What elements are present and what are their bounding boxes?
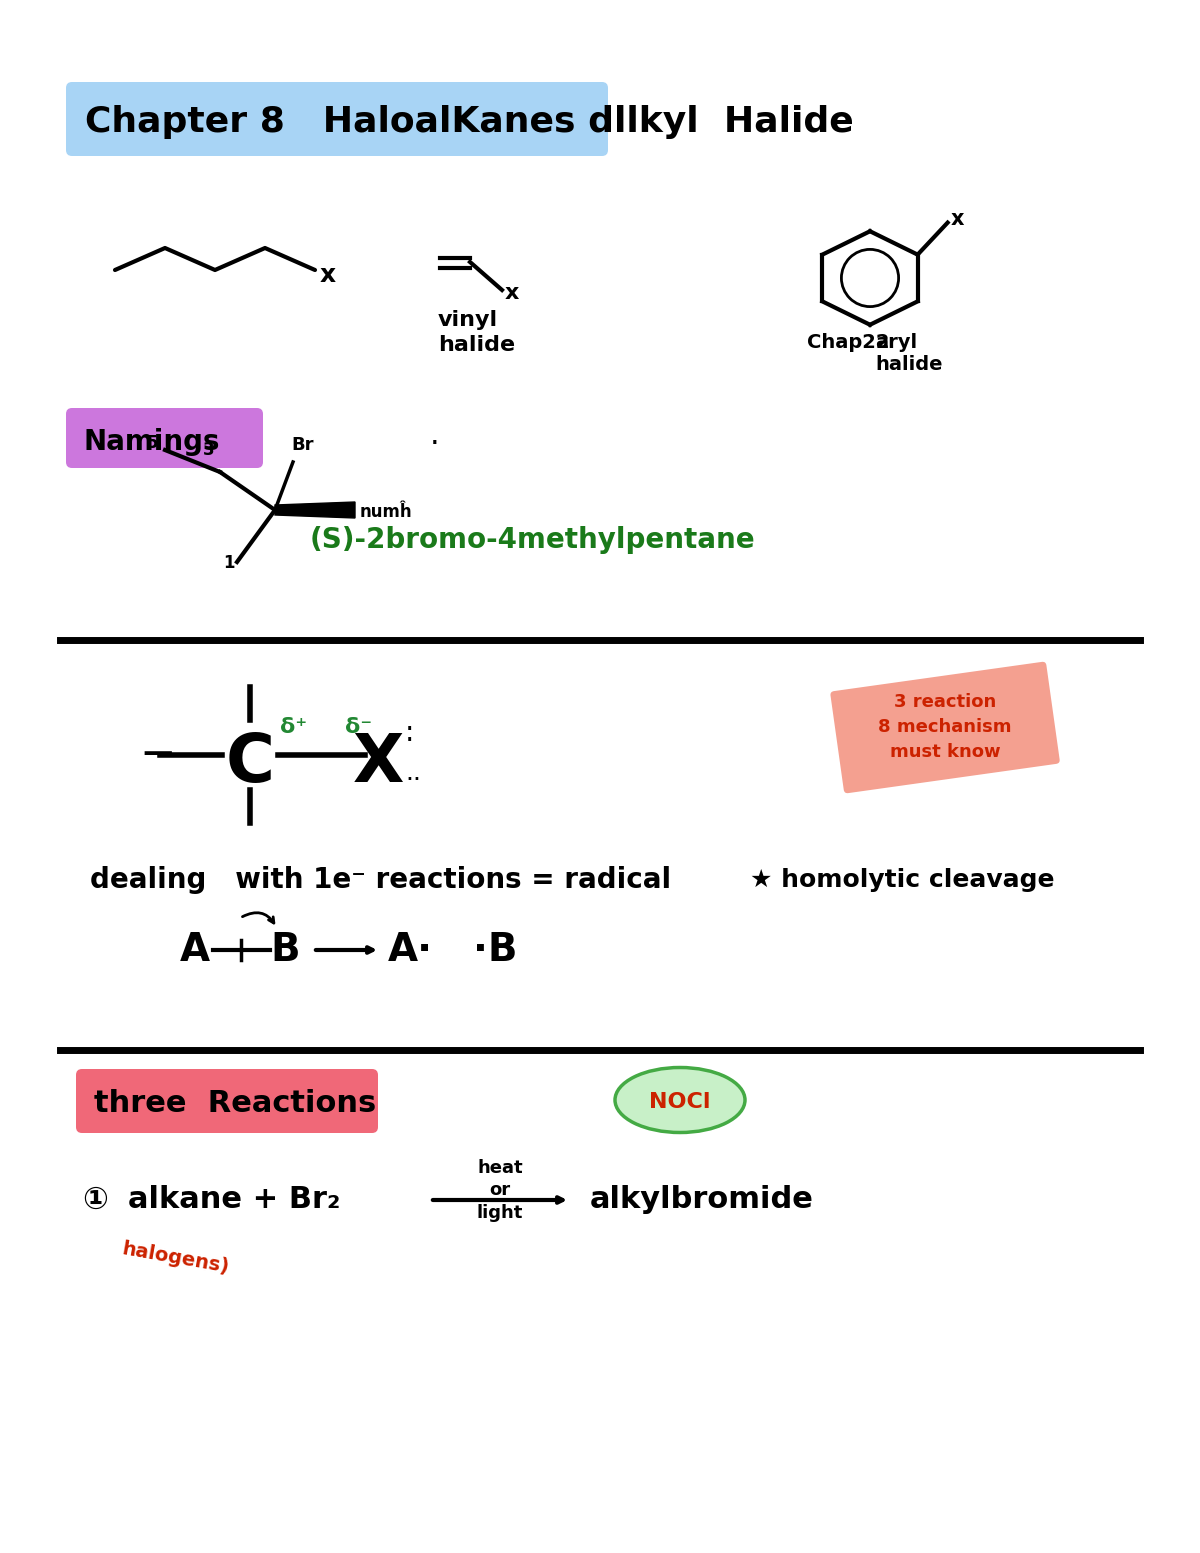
Text: x: x	[950, 208, 964, 228]
Text: (S)-2bromo-4methylpentane: (S)-2bromo-4methylpentane	[310, 526, 756, 554]
Text: C: C	[226, 730, 275, 797]
Text: B: B	[270, 930, 300, 969]
Text: Namings: Namings	[84, 429, 221, 457]
Ellipse shape	[616, 1067, 745, 1132]
Text: or: or	[490, 1180, 510, 1199]
Text: three  Reactions: three Reactions	[94, 1089, 377, 1118]
Text: δ⁻: δ⁻	[346, 717, 372, 738]
Text: alkane + Br₂: alkane + Br₂	[128, 1185, 341, 1214]
Text: 5: 5	[148, 433, 158, 452]
Text: aryl: aryl	[875, 332, 917, 351]
Text: NOCl: NOCl	[649, 1092, 710, 1112]
Text: dealing   with 1e⁻ reactions = radical: dealing with 1e⁻ reactions = radical	[90, 867, 671, 895]
FancyBboxPatch shape	[66, 82, 608, 155]
Text: ..: ..	[406, 761, 421, 784]
Text: x: x	[320, 262, 336, 287]
Text: 3: 3	[203, 441, 215, 460]
Text: A: A	[180, 930, 210, 969]
Text: 1: 1	[223, 554, 234, 572]
Text: halogens): halogens)	[120, 1239, 230, 1277]
FancyBboxPatch shape	[66, 408, 263, 467]
Polygon shape	[275, 502, 355, 519]
Text: ★ homolytic cleavage: ★ homolytic cleavage	[750, 868, 1055, 891]
Text: Br: Br	[292, 436, 313, 453]
Text: Chapter 8   HaloalKanes dllkyl  Halide: Chapter 8 HaloalKanes dllkyl Halide	[85, 106, 853, 140]
Text: X: X	[353, 730, 403, 797]
Text: Chap22: Chap22	[808, 332, 889, 351]
FancyBboxPatch shape	[76, 1068, 378, 1134]
Text: 3 reaction
8 mechanism
must know: 3 reaction 8 mechanism must know	[878, 693, 1012, 761]
Text: heat: heat	[478, 1159, 523, 1177]
Text: light: light	[476, 1204, 523, 1222]
Text: —: —	[142, 738, 173, 767]
FancyBboxPatch shape	[830, 662, 1060, 794]
Text: alkylbromide: alkylbromide	[590, 1185, 814, 1214]
Text: halide: halide	[875, 354, 942, 374]
Text: A·: A·	[388, 930, 432, 969]
Text: ·B: ·B	[473, 930, 517, 969]
Text: halide: halide	[438, 335, 515, 356]
Text: .: .	[430, 421, 439, 449]
Text: vinyl: vinyl	[438, 311, 498, 329]
Text: numĥ: numĥ	[360, 503, 413, 520]
Text: δ⁺: δ⁺	[280, 717, 307, 738]
Text: x: x	[505, 283, 520, 303]
Text: ①: ①	[82, 1185, 108, 1214]
Text: :: :	[406, 719, 414, 747]
